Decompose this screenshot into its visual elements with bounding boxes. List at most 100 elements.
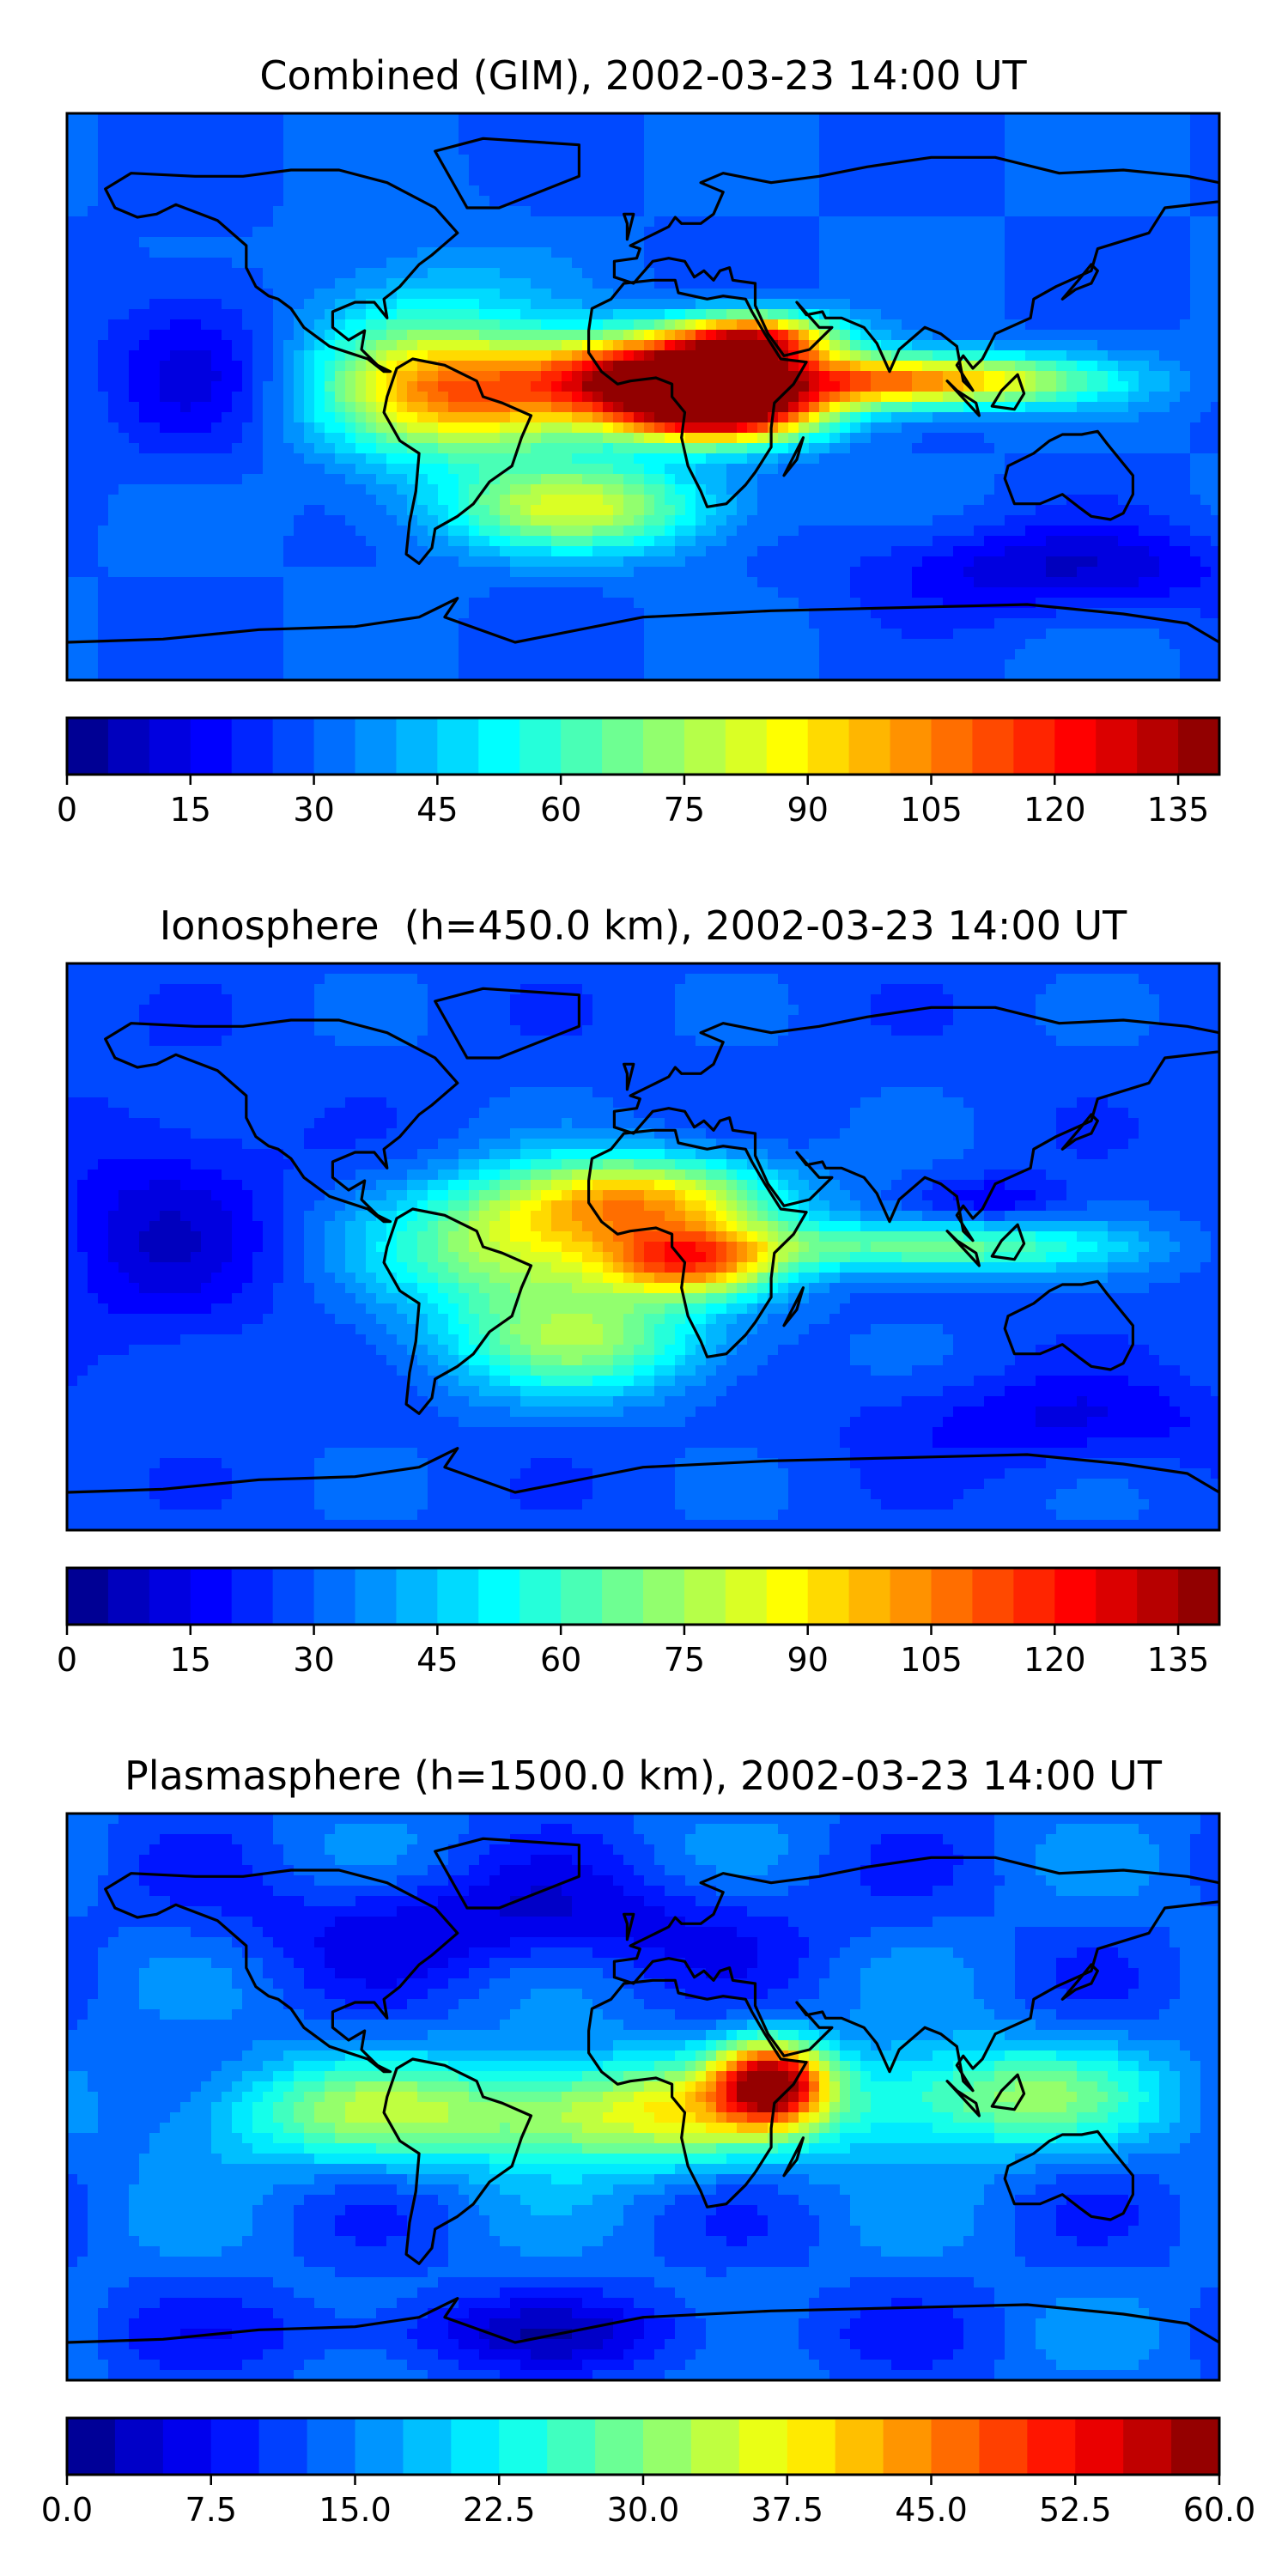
heatmap-cell xyxy=(613,505,624,516)
heatmap-cell xyxy=(943,556,954,568)
heatmap-cell xyxy=(902,175,913,186)
heatmap-cell xyxy=(1087,216,1098,228)
heatmap-cell xyxy=(933,381,944,392)
heatmap-cell xyxy=(242,422,253,434)
heatmap-cell xyxy=(1097,309,1109,320)
heatmap-cell xyxy=(314,278,325,289)
heatmap-cell xyxy=(77,237,88,248)
heatmap-cell xyxy=(1066,330,1078,341)
heatmap-cell xyxy=(180,484,191,495)
heatmap-cell xyxy=(1015,526,1026,537)
heatmap-cell xyxy=(696,526,707,537)
heatmap-cell xyxy=(665,247,676,258)
heatmap-cell xyxy=(572,237,583,248)
heatmap-cell xyxy=(974,258,985,269)
heatmap-cell xyxy=(118,144,130,155)
heatmap-cell xyxy=(428,392,439,403)
heatmap-cell xyxy=(283,227,295,238)
heatmap-cell xyxy=(170,340,181,351)
heatmap-cell xyxy=(891,206,902,217)
heatmap-cell xyxy=(654,289,665,300)
heatmap-cell xyxy=(98,216,109,228)
heatmap-cell xyxy=(1046,216,1057,228)
heatmap-cell xyxy=(345,567,356,578)
heatmap-cell xyxy=(129,124,140,135)
heatmap-cell xyxy=(778,124,789,135)
heatmap-cell xyxy=(747,453,758,465)
heatmap-cell xyxy=(1046,124,1057,135)
heatmap-cell xyxy=(613,124,624,135)
heatmap-cell xyxy=(263,258,274,269)
heatmap-cell xyxy=(623,319,635,331)
heatmap-cell xyxy=(654,412,665,423)
heatmap-cell xyxy=(335,175,346,186)
heatmap-cell xyxy=(304,319,315,331)
heatmap-cell xyxy=(489,556,501,568)
heatmap-cell xyxy=(428,289,439,300)
heatmap-cell xyxy=(551,371,562,382)
heatmap-cell xyxy=(592,495,604,506)
heatmap-cell xyxy=(1046,330,1057,341)
heatmap-cell xyxy=(366,515,377,526)
heatmap-cell xyxy=(180,453,191,465)
heatmap-cell xyxy=(1046,464,1057,475)
heatmap-cell xyxy=(1170,247,1181,258)
heatmap-cell xyxy=(840,155,851,166)
heatmap-cell xyxy=(294,196,305,207)
heatmap-cell xyxy=(603,556,614,568)
heatmap-cell xyxy=(252,196,264,207)
heatmap-cell xyxy=(417,268,428,279)
heatmap-cell xyxy=(778,443,789,454)
heatmap-cell xyxy=(953,299,964,310)
heatmap-cell xyxy=(891,495,902,506)
heatmap-cell xyxy=(706,144,717,155)
heatmap-cell xyxy=(304,402,315,413)
heatmap-cell xyxy=(232,371,243,382)
heatmap-cell xyxy=(118,216,130,228)
heatmap-cell xyxy=(665,526,676,537)
heatmap-cell xyxy=(428,309,439,320)
heatmap-cell xyxy=(623,453,635,465)
heatmap-cell xyxy=(706,247,717,258)
heatmap-cell xyxy=(541,113,552,125)
heatmap-cell xyxy=(582,371,593,382)
heatmap-cell xyxy=(118,309,130,320)
heatmap-cell xyxy=(963,165,975,176)
heatmap-cell xyxy=(1005,433,1016,444)
heatmap-cell xyxy=(1066,422,1078,434)
heatmap-cell xyxy=(180,268,191,279)
heatmap-cell xyxy=(325,175,336,186)
heatmap-cell xyxy=(325,185,336,197)
heatmap-cell xyxy=(139,350,150,361)
heatmap-cell xyxy=(1005,309,1016,320)
heatmap-cell xyxy=(994,216,1005,228)
heatmap-cell xyxy=(355,237,367,248)
heatmap-cell xyxy=(953,309,964,320)
heatmap-cell xyxy=(448,402,459,413)
heatmap-cell xyxy=(984,258,995,269)
heatmap-cell xyxy=(520,268,532,279)
heatmap-cell xyxy=(180,526,191,537)
heatmap-cell xyxy=(747,402,758,413)
heatmap-cell xyxy=(912,113,923,125)
heatmap-cell xyxy=(397,402,408,413)
heatmap-cell xyxy=(1005,556,1016,568)
heatmap-cell xyxy=(294,206,305,217)
heatmap-cell xyxy=(1200,556,1212,568)
heatmap-cell xyxy=(943,546,954,557)
heatmap-cell xyxy=(541,206,552,217)
heatmap-cell xyxy=(448,526,459,537)
heatmap-cell xyxy=(160,247,171,258)
heatmap-cell xyxy=(1170,340,1181,351)
heatmap-cell xyxy=(520,567,532,578)
heatmap-cell xyxy=(191,371,202,382)
heatmap-cell xyxy=(489,165,501,176)
heatmap-cell xyxy=(953,453,964,465)
heatmap-cell xyxy=(1077,340,1088,351)
heatmap-cell xyxy=(397,505,408,516)
heatmap-cell xyxy=(696,227,707,238)
heatmap-cell xyxy=(685,371,696,382)
heatmap-cell xyxy=(706,546,717,557)
heatmap-cell xyxy=(263,144,274,155)
heatmap-cell xyxy=(531,464,542,475)
